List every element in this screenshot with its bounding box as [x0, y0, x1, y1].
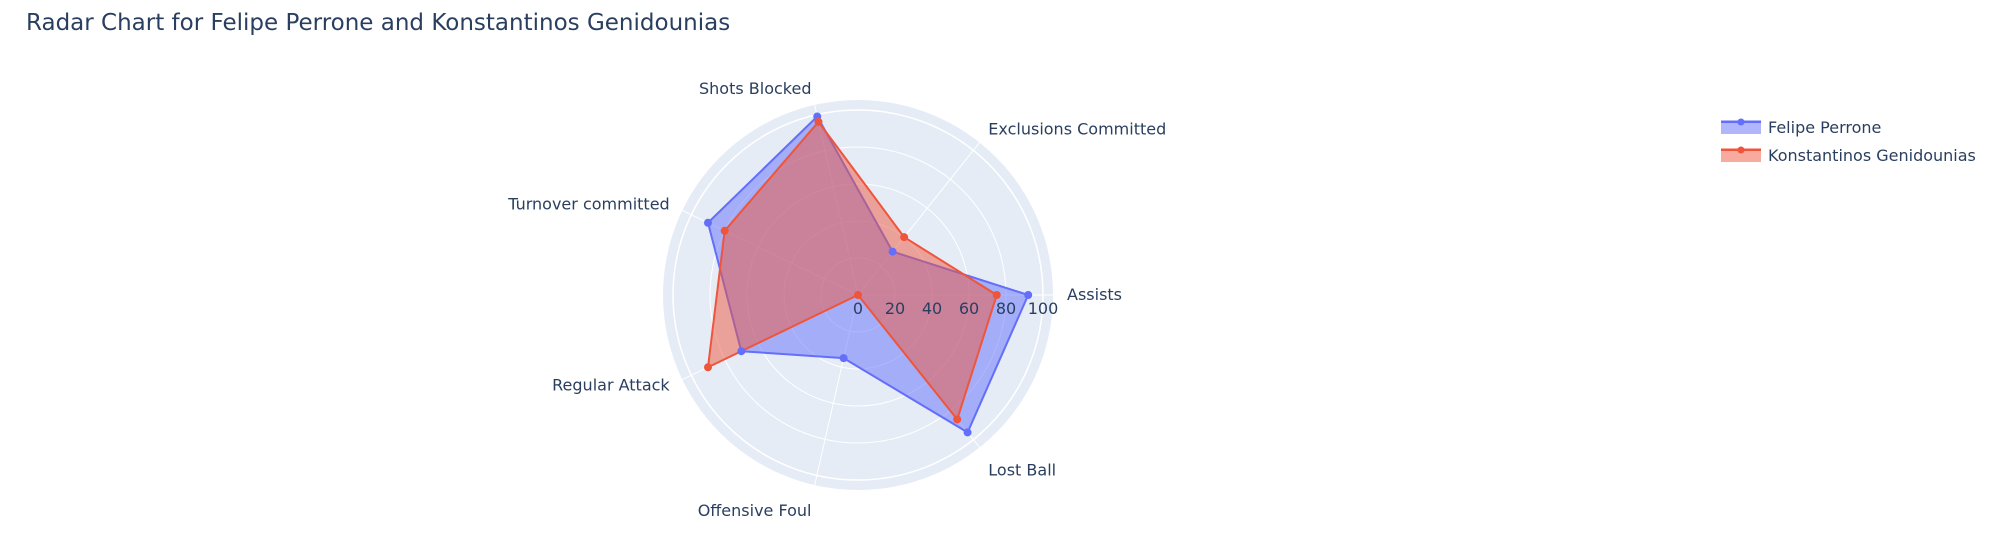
point-felipe-perrone-regular-attack: [737, 347, 746, 356]
point-konstantinos-genidounias-regular-attack: [703, 363, 712, 372]
radial-tick-80: 80: [996, 299, 1016, 318]
radial-ticks: 0 20 40 60 80 100: [853, 299, 1058, 318]
legend-label-felipe-perrone: Felipe Perrone: [1768, 117, 1882, 137]
radial-tick-100: 100: [1028, 299, 1059, 318]
point-felipe-perrone-exclusions-committed: [888, 247, 897, 256]
point-konstantinos-genidounias-exclusions-committed: [900, 233, 909, 242]
point-felipe-perrone-assists: [1024, 291, 1033, 299]
point-konstantinos-genidounias-turnover-committed: [720, 226, 729, 235]
point-konstantinos-genidounias-lost-ball: [953, 415, 962, 424]
axis-label-regular-attack: Regular Attack: [552, 376, 670, 395]
point-felipe-perrone-lost-ball: [963, 428, 972, 437]
legend-swatch-konstantinos-genidounias: [1721, 146, 1761, 162]
legend-label-konstantinos-genidounias: Konstantinos Genidounias: [1768, 145, 1976, 165]
radial-tick-40: 40: [922, 299, 942, 318]
axis-label-exclusions-committed: Exclusions Committed: [988, 120, 1166, 139]
axis-label-offensive-foul: Offensive Foul: [698, 501, 812, 520]
axis-label-assists: Assists: [1067, 285, 1122, 304]
axis-label-lost-ball: Lost Ball: [988, 460, 1056, 479]
point-konstantinos-genidounias-shots-blocked: [814, 117, 823, 126]
radial-tick-60: 60: [959, 299, 979, 318]
legend-item-konstantinos-genidounias[interactable]: Konstantinos Genidounias: [1720, 141, 1976, 169]
legend: Felipe Perrone Konstantinos Genidounias: [1720, 113, 1976, 169]
series-area-konstantinos-genidounias: [706, 120, 998, 421]
angular-labels: Assists Exclusions Committed Shots Blocked…: [507, 79, 1166, 520]
chart-title: Radar Chart for Felipe Perrone and Konst…: [26, 10, 731, 36]
point-felipe-perrone-offensive-foul: [839, 354, 848, 363]
point-felipe-perrone-turnover-committed: [703, 218, 712, 227]
axis-label-turnover-committed: Turnover committed: [507, 194, 669, 213]
legend-item-felipe-perrone[interactable]: Felipe Perrone: [1720, 113, 1976, 141]
radial-tick-20: 20: [885, 299, 905, 318]
series-layer: [703, 112, 1033, 437]
legend-swatch-felipe-perrone: [1721, 118, 1761, 134]
point-konstantinos-genidounias-offensive-foul: [854, 291, 862, 299]
point-konstantinos-genidounias-assists: [992, 291, 1001, 299]
radial-tick-0: 0: [853, 299, 863, 318]
axis-label-shots-blocked: Shots Blocked: [699, 79, 811, 98]
